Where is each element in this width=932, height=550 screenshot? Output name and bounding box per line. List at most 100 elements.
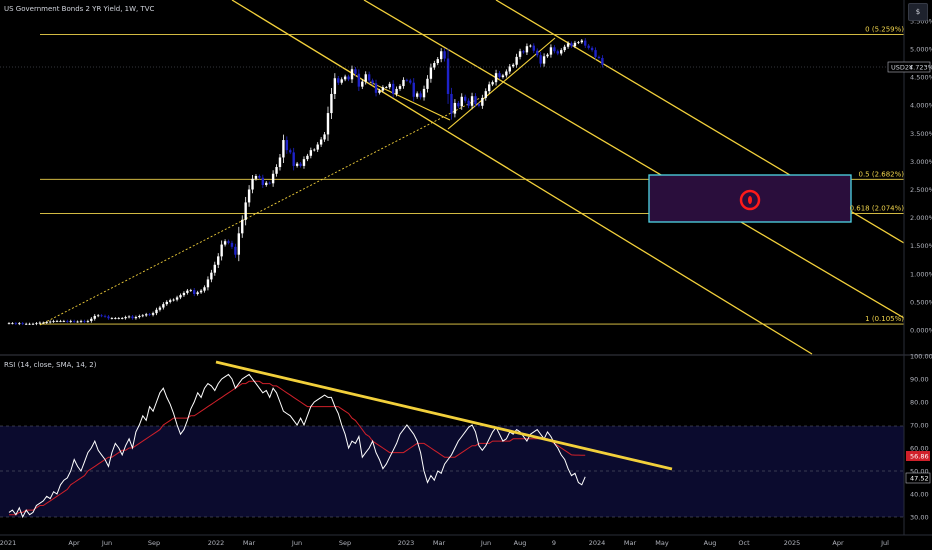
candle-body[interactable]	[422, 88, 426, 98]
candle-body[interactable]	[261, 177, 265, 186]
candle-body[interactable]	[570, 43, 573, 47]
candle-body[interactable]	[289, 150, 292, 153]
candle-body[interactable]	[76, 321, 79, 323]
candle-body[interactable]	[230, 242, 234, 247]
candle-body[interactable]	[14, 323, 18, 325]
price-candles[interactable]	[7, 38, 604, 326]
candle-body[interactable]	[477, 104, 481, 106]
candle-body[interactable]	[498, 73, 501, 78]
candle-body[interactable]	[189, 290, 192, 291]
candle-body[interactable]	[350, 69, 354, 80]
candle-body[interactable]	[446, 58, 450, 94]
candle-body[interactable]	[162, 304, 165, 308]
candle-body[interactable]	[21, 323, 24, 325]
candle-body[interactable]	[172, 299, 175, 301]
time-axis[interactable]: 2021 Apr Jun Sep 2022 Mar Jun Sep 2023 Mar Jun Aug 9…	[0, 539, 889, 547]
candle-body[interactable]	[199, 290, 203, 293]
candle-body[interactable]	[66, 321, 69, 322]
candle-body[interactable]	[532, 45, 535, 51]
candle-body[interactable]	[107, 316, 110, 319]
candle-body[interactable]	[361, 81, 364, 87]
dotted-trendline[interactable]	[39, 97, 481, 326]
candle-body[interactable]	[227, 241, 230, 243]
candle-body[interactable]	[326, 113, 330, 135]
candle-body[interactable]	[55, 321, 59, 322]
candle-body[interactable]	[415, 93, 419, 97]
candle-body[interactable]	[539, 55, 542, 64]
candle-body[interactable]	[83, 321, 86, 322]
candle-body[interactable]	[378, 90, 381, 93]
candle-body[interactable]	[69, 321, 72, 322]
candle-body[interactable]	[337, 78, 340, 83]
candle-body[interactable]	[145, 314, 148, 316]
candle-body[interactable]	[213, 264, 216, 273]
candle-body[interactable]	[347, 76, 350, 80]
candle-body[interactable]	[491, 82, 494, 85]
candle-body[interactable]	[241, 219, 244, 234]
candle-body[interactable]	[385, 87, 388, 89]
candle-body[interactable]	[433, 63, 436, 68]
candle-body[interactable]	[110, 318, 114, 319]
candle-body[interactable]	[141, 315, 144, 317]
candle-body[interactable]	[52, 321, 55, 322]
candle-body[interactable]	[79, 321, 83, 322]
candle-body[interactable]	[419, 93, 422, 98]
candle-body[interactable]	[251, 178, 254, 190]
candle-body[interactable]	[388, 83, 391, 88]
candle-body[interactable]	[529, 45, 532, 47]
candle-body[interactable]	[436, 59, 439, 64]
candle-body[interactable]	[467, 100, 470, 106]
candle-body[interactable]	[278, 157, 282, 168]
candle-body[interactable]	[131, 316, 134, 319]
candle-body[interactable]	[103, 315, 107, 317]
candle-body[interactable]	[409, 80, 412, 83]
candle-body[interactable]	[343, 76, 347, 80]
candle-body[interactable]	[93, 315, 96, 319]
candle-body[interactable]	[542, 56, 546, 64]
candle-body[interactable]	[247, 189, 251, 203]
candle-body[interactable]	[566, 43, 570, 47]
candle-body[interactable]	[515, 56, 518, 65]
candle-body[interactable]	[306, 155, 309, 160]
candle-body[interactable]	[234, 246, 237, 255]
candle-body[interactable]	[546, 54, 549, 57]
candle-body[interactable]	[371, 80, 374, 84]
candle-body[interactable]	[96, 315, 100, 317]
candle-body[interactable]	[127, 316, 131, 318]
candle-body[interactable]	[518, 51, 522, 57]
candle-body[interactable]	[323, 134, 326, 140]
candle-body[interactable]	[45, 322, 48, 323]
candle-body[interactable]	[295, 163, 299, 166]
candle-body[interactable]	[587, 45, 590, 48]
candle-body[interactable]	[175, 297, 179, 300]
candle-body[interactable]	[553, 47, 556, 52]
price-axis[interactable]: 5.500% 5.000% 4.500% 4.000% 3.500% 3.000% 2.50…	[910, 17, 932, 334]
candle-body[interactable]	[31, 323, 35, 325]
candle-body[interactable]	[299, 163, 302, 166]
candle-body[interactable]	[549, 47, 553, 55]
candle-body[interactable]	[536, 50, 539, 56]
rsi-trendline[interactable]	[215, 360, 673, 471]
candle-body[interactable]	[62, 321, 66, 322]
candle-body[interactable]	[402, 79, 405, 87]
candle-body[interactable]	[114, 318, 117, 319]
candle-body[interactable]	[35, 323, 38, 325]
candle-body[interactable]	[203, 287, 206, 291]
candle-body[interactable]	[313, 149, 316, 151]
candle-body[interactable]	[439, 51, 443, 60]
candle-body[interactable]	[72, 321, 76, 322]
candle-body[interactable]	[460, 96, 463, 107]
candle-body[interactable]	[193, 290, 196, 295]
candle-body[interactable]	[86, 321, 90, 322]
candle-body[interactable]	[206, 279, 210, 288]
candle-body[interactable]	[48, 321, 52, 323]
candle-body[interactable]	[577, 42, 580, 44]
candle-body[interactable]	[391, 83, 395, 94]
candle-body[interactable]	[59, 321, 62, 322]
candle-body[interactable]	[151, 313, 155, 315]
candle-body[interactable]	[186, 290, 189, 293]
candle-body[interactable]	[481, 97, 484, 106]
candle-body[interactable]	[494, 73, 498, 83]
candle-body[interactable]	[381, 87, 385, 91]
candle-body[interactable]	[374, 83, 378, 93]
